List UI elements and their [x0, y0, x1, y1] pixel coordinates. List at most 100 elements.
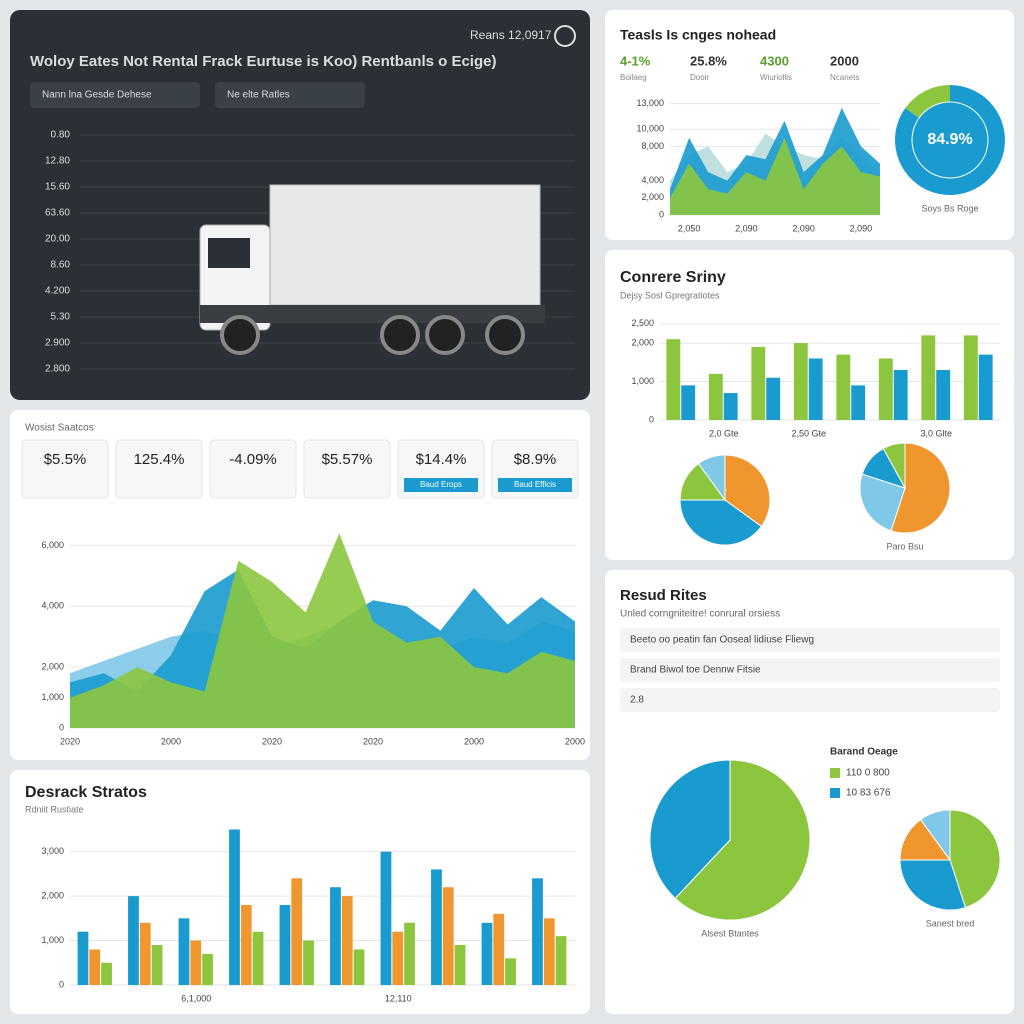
- side-item-label: Brand Biwol toe Dennw Fitsie: [630, 665, 761, 676]
- legend-label: 110 0 800: [846, 768, 890, 779]
- pie-caption: Paro Bsu: [886, 541, 923, 551]
- kpi-value: $5.5%: [44, 451, 87, 468]
- stat-value: 4-1%: [620, 53, 651, 68]
- panel-subtitle: Unled corngniteitre! conrural orsiess: [620, 609, 780, 620]
- kpi-button[interactable]: [498, 478, 572, 492]
- bar: [681, 385, 696, 420]
- hero-button[interactable]: [30, 82, 200, 108]
- kpi-card: [209, 439, 297, 499]
- donut-slice: [905, 85, 950, 118]
- truck-trailer: [269, 184, 541, 306]
- kpi-card: [115, 439, 203, 499]
- donut-slice: [895, 85, 1005, 195]
- x-tick-label: 6,1,000: [181, 993, 211, 1003]
- bar: [330, 887, 341, 985]
- x-tick-label: 3,0 Glte: [920, 428, 952, 438]
- x-tick-label: 2000: [464, 736, 484, 746]
- panel-subtitle: Dejsy Sosl Gpregratiotes: [620, 290, 720, 300]
- bar: [708, 373, 723, 420]
- hero-axis-label: 2.800: [45, 364, 70, 375]
- pie-slice: [899, 859, 967, 911]
- stat-label: Dooir: [690, 73, 709, 82]
- pie-caption: Alsest Btantes: [701, 928, 759, 938]
- hero-axis-label: 15.60: [45, 182, 70, 193]
- bar: [128, 896, 139, 985]
- panel-subtitle: Rdniit Rustiate: [25, 804, 84, 814]
- hero-axis-label: 8.60: [51, 260, 71, 271]
- truck: [199, 184, 545, 355]
- y-tick-label: 2,000: [41, 662, 64, 672]
- bar: [921, 335, 936, 420]
- hero-axis-label: 20.00: [45, 234, 70, 245]
- kpi-value: $8.9%: [514, 451, 557, 468]
- bar: [252, 931, 264, 985]
- bar: [851, 385, 866, 420]
- bar: [505, 958, 516, 985]
- value-label: 84.9%: [927, 131, 972, 148]
- hero-axis-label: 63.60: [45, 208, 70, 219]
- legend-swatch: [830, 768, 840, 778]
- kpi-button[interactable]: [404, 478, 478, 492]
- bar: [151, 945, 163, 985]
- stat-value: 4300: [760, 53, 789, 68]
- hero-date: Reans 12,0917: [470, 28, 552, 42]
- kpi-value: -4.09%: [229, 451, 277, 468]
- truck-wheel: [425, 315, 465, 355]
- bar: [291, 878, 303, 985]
- x-tick-label: 2020: [60, 736, 80, 746]
- bar: [190, 940, 202, 985]
- bar: [442, 887, 454, 985]
- pie-caption: Sanest bred: [926, 918, 975, 928]
- bar: [101, 962, 112, 985]
- pie-slice: [724, 454, 771, 528]
- bar: [666, 339, 681, 420]
- pie-slice: [890, 442, 951, 534]
- y-tick-label: 2,500: [631, 318, 654, 328]
- bar: [766, 377, 781, 420]
- hero-button-label: Nann lna Gesde Dehese: [42, 90, 152, 101]
- bar: [493, 913, 505, 985]
- bar: [454, 945, 466, 985]
- hero-axis-label: 12.80: [45, 156, 70, 167]
- kpi-card: [21, 439, 109, 499]
- bar: [836, 354, 851, 420]
- bar: [89, 949, 101, 985]
- panel-title: Resud Rites: [620, 587, 707, 604]
- donut-center: [912, 102, 988, 178]
- y-tick-label: 4,000: [41, 601, 64, 611]
- side-item: [620, 628, 1000, 652]
- y-tick-label: 1,000: [41, 935, 64, 945]
- bar: [341, 896, 353, 985]
- side-item-label: 2.8: [630, 695, 644, 706]
- bar: [963, 335, 978, 420]
- donut-caption: Soys Bs Roge: [921, 203, 978, 213]
- bar: [543, 918, 555, 985]
- hero-axis-label: 0.80: [51, 130, 71, 141]
- x-tick-label: 12,110: [385, 993, 412, 1003]
- x-tick-label: 2020: [262, 736, 282, 746]
- truck-wheel: [220, 315, 260, 355]
- y-tick-label: 0: [649, 414, 654, 424]
- user-icon[interactable]: [554, 25, 576, 47]
- bar: [303, 940, 314, 985]
- bar: [77, 931, 89, 985]
- bar: [978, 354, 993, 420]
- pie-slice: [859, 473, 906, 532]
- y-tick-label: 0: [59, 979, 64, 989]
- panel-heading: Wosist Saatcos: [25, 423, 94, 434]
- pie-slice: [679, 499, 763, 546]
- bar: [555, 936, 567, 985]
- panel-title: Conrere Sriny: [620, 269, 726, 286]
- x-tick-label: 2,090: [792, 223, 815, 233]
- bar: [240, 905, 252, 985]
- side-item: [620, 688, 1000, 712]
- pie-slice: [697, 454, 726, 502]
- truck-chassis: [200, 305, 545, 323]
- bar: [808, 358, 823, 420]
- stat-label: Wiuriollis: [760, 73, 792, 82]
- bar: [178, 918, 190, 985]
- legend-title: Barand Oeage: [830, 747, 898, 758]
- hero-button[interactable]: [215, 82, 365, 108]
- bar: [229, 829, 240, 985]
- kpi-button-label: Baud Efficis: [514, 480, 556, 489]
